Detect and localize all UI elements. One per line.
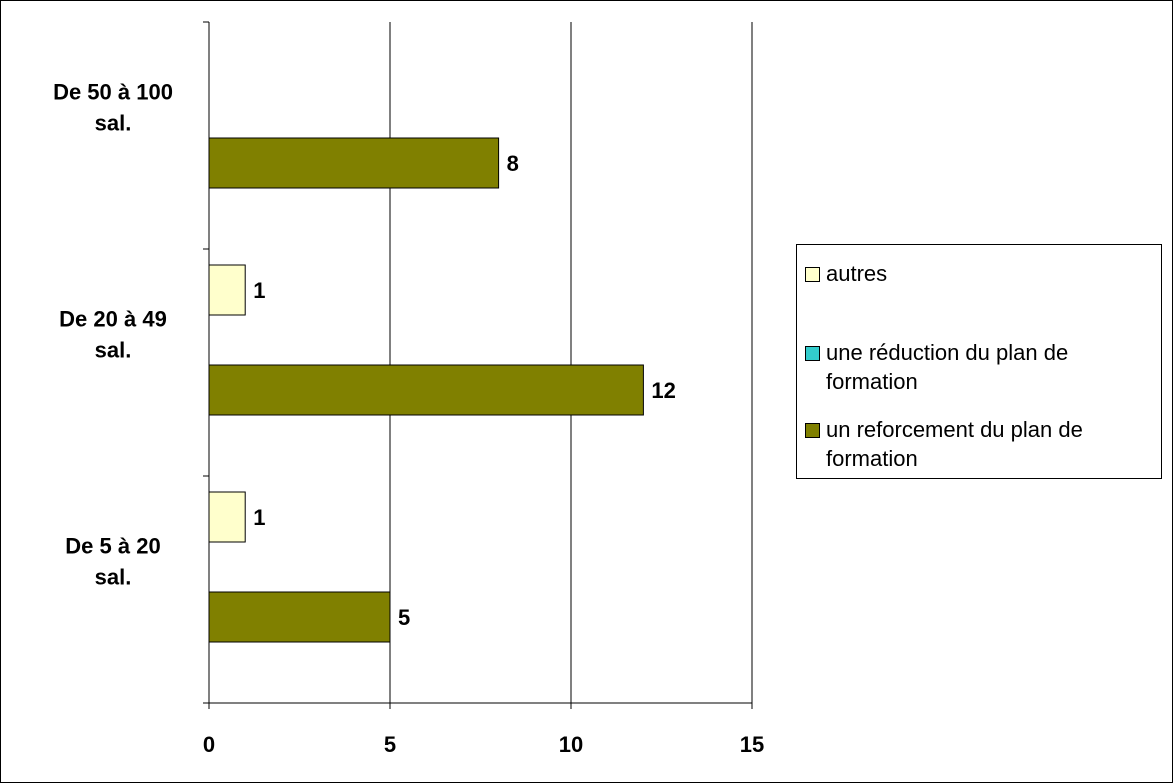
legend-item-renforcement: un reforcement du plan de formation (805, 415, 1156, 473)
bar-un-1 (208, 364, 644, 416)
bar-un-2 (208, 591, 391, 643)
legend-label: autres (826, 261, 888, 286)
legend-swatch-reduction (805, 346, 820, 361)
data-label: 1 (253, 505, 265, 530)
bar-un-0 (208, 137, 500, 189)
bars (208, 137, 644, 643)
category-label: De 5 à 20 (65, 534, 160, 559)
legend-label: une réduction du plan de formation (826, 340, 1069, 394)
legend-swatch-autres (805, 267, 820, 282)
legend-item-reduction: une réduction du plan de formation (805, 338, 1156, 396)
x-tick-label: 15 (740, 732, 764, 757)
gridlines (389, 22, 753, 703)
category-label: sal. (95, 565, 132, 590)
bar-autres-2 (208, 491, 246, 543)
legend-swatch-renforcement (805, 423, 820, 438)
category-labels: De 50 à 100 sal. De 20 à 49 sal. De 5 à 20 sa… (53, 80, 173, 590)
data-label: 5 (398, 605, 410, 630)
data-label: 1 (253, 278, 265, 303)
legend-label: un reforcement du plan de formation (826, 417, 1083, 471)
data-labels: 8 1 12 1 5 (253, 151, 676, 630)
x-tick-label: 5 (384, 732, 396, 757)
x-tick-label: 10 (559, 732, 583, 757)
data-label: 12 (651, 378, 675, 403)
category-label: De 50 à 100 (53, 80, 173, 105)
bar-autres-1 (208, 264, 246, 316)
category-label: sal. (95, 338, 132, 363)
data-label: 8 (507, 151, 519, 176)
category-label: sal. (95, 111, 132, 136)
legend: autres une réduction du plan de formatio… (796, 244, 1162, 479)
axes (203, 21, 753, 709)
legend-item-autres: autres (805, 259, 1156, 288)
x-tick-label: 0 (203, 732, 215, 757)
x-axis-ticks: 0 5 10 15 (203, 732, 764, 757)
category-label: De 20 à 49 (59, 307, 167, 332)
